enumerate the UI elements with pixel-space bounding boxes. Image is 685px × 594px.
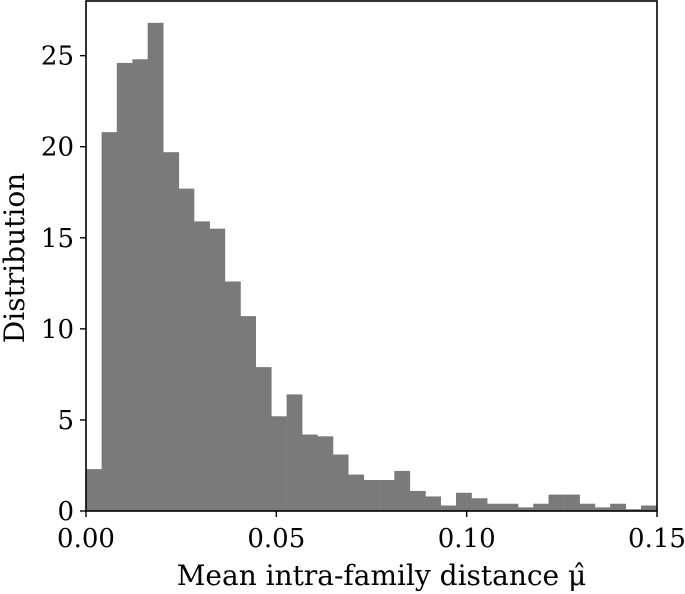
histogram-bar <box>440 505 457 511</box>
histogram-bar <box>456 492 472 511</box>
y-tick-label: 25 <box>41 42 74 72</box>
histogram-bar <box>255 367 272 511</box>
x-axis-ticks: 0.00 0.05 0.10 0.15 <box>57 511 685 554</box>
histogram-bar <box>625 509 642 511</box>
histogram-bar <box>332 454 349 511</box>
histogram-bar <box>502 503 519 511</box>
histogram-bar <box>271 416 287 511</box>
histogram-bar <box>194 221 210 511</box>
histogram-bar <box>147 22 164 511</box>
histogram-bar <box>548 494 565 511</box>
x-tick-label: 0.10 <box>438 524 496 554</box>
histogram-bar <box>517 507 534 511</box>
y-tick-label: 10 <box>41 315 74 345</box>
histogram-bar <box>409 490 426 511</box>
y-axis-ticks: 0 5 10 15 20 25 <box>41 42 86 527</box>
histogram-bar <box>101 132 118 511</box>
histogram-bar <box>301 434 318 511</box>
x-axis-label: Mean intra-family distance μ̂ <box>177 559 586 592</box>
histogram-bar <box>394 470 411 511</box>
histogram-bar <box>209 228 226 511</box>
histogram-bar <box>178 188 195 511</box>
histogram-bar <box>594 507 611 511</box>
histogram-bar <box>579 503 596 511</box>
histogram-bar <box>240 316 256 511</box>
x-tick-label: 0.00 <box>57 524 115 554</box>
histogram-bar <box>564 494 580 511</box>
plot-frame <box>85 0 658 512</box>
x-tick-label: 0.05 <box>247 524 305 554</box>
y-tick-label: 5 <box>57 406 74 436</box>
histogram-bar <box>610 503 626 511</box>
y-tick-label: 15 <box>41 224 74 254</box>
histogram-bar <box>486 503 503 511</box>
histogram-bar <box>116 62 133 512</box>
histogram-bar <box>379 480 395 511</box>
x-tick-label: 0.15 <box>628 524 685 554</box>
histogram-bar <box>86 469 102 511</box>
histogram-bar <box>163 152 180 511</box>
histogram-bar <box>425 496 441 511</box>
histogram-bar <box>471 498 488 511</box>
bars-group <box>86 22 657 512</box>
histogram-bar <box>363 480 380 511</box>
histogram-bar <box>132 59 149 512</box>
histogram-bar <box>533 503 550 511</box>
histogram-bar <box>348 474 365 511</box>
histogram-bar <box>317 436 334 511</box>
y-tick-label: 0 <box>57 497 74 527</box>
y-tick-label: 20 <box>41 133 74 163</box>
histogram-bar <box>224 281 241 511</box>
histogram-bar <box>286 394 303 511</box>
histogram-bar <box>641 505 657 511</box>
y-axis-label: Distribution <box>0 173 31 343</box>
